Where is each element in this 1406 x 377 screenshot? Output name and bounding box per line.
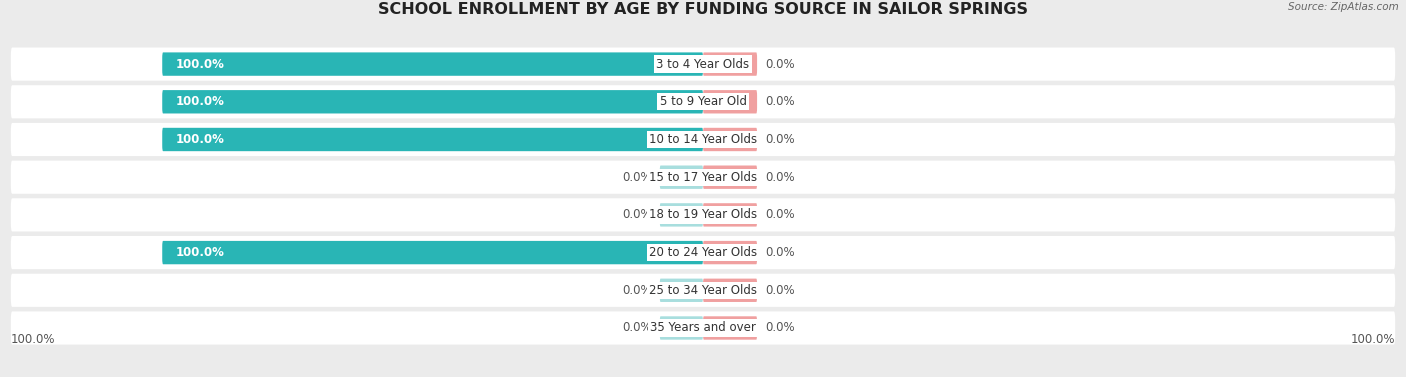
FancyBboxPatch shape bbox=[11, 198, 1395, 231]
Text: 100.0%: 100.0% bbox=[1351, 333, 1395, 346]
FancyBboxPatch shape bbox=[703, 128, 756, 151]
FancyBboxPatch shape bbox=[162, 52, 703, 76]
Text: 0.0%: 0.0% bbox=[765, 208, 794, 221]
FancyBboxPatch shape bbox=[11, 48, 1395, 81]
FancyBboxPatch shape bbox=[659, 203, 703, 227]
FancyBboxPatch shape bbox=[703, 241, 756, 264]
FancyBboxPatch shape bbox=[703, 166, 756, 189]
Text: 0.0%: 0.0% bbox=[765, 246, 794, 259]
FancyBboxPatch shape bbox=[659, 166, 703, 189]
FancyBboxPatch shape bbox=[703, 316, 756, 340]
FancyBboxPatch shape bbox=[162, 128, 703, 151]
Text: 100.0%: 100.0% bbox=[176, 133, 225, 146]
FancyBboxPatch shape bbox=[11, 311, 1395, 345]
Text: 0.0%: 0.0% bbox=[621, 171, 651, 184]
FancyBboxPatch shape bbox=[11, 161, 1395, 194]
Text: 5 to 9 Year Old: 5 to 9 Year Old bbox=[659, 95, 747, 108]
FancyBboxPatch shape bbox=[11, 274, 1395, 307]
Text: 100.0%: 100.0% bbox=[176, 95, 225, 108]
Text: 0.0%: 0.0% bbox=[621, 208, 651, 221]
Text: 0.0%: 0.0% bbox=[765, 133, 794, 146]
Legend: Public School, Private School: Public School, Private School bbox=[592, 373, 814, 377]
Text: Source: ZipAtlas.com: Source: ZipAtlas.com bbox=[1288, 2, 1399, 12]
FancyBboxPatch shape bbox=[11, 85, 1395, 118]
Text: 35 Years and over: 35 Years and over bbox=[650, 322, 756, 334]
Text: 0.0%: 0.0% bbox=[621, 322, 651, 334]
Text: 25 to 34 Year Olds: 25 to 34 Year Olds bbox=[650, 284, 756, 297]
FancyBboxPatch shape bbox=[703, 52, 756, 76]
FancyBboxPatch shape bbox=[659, 279, 703, 302]
Text: 10 to 14 Year Olds: 10 to 14 Year Olds bbox=[650, 133, 756, 146]
Text: 0.0%: 0.0% bbox=[765, 171, 794, 184]
Text: SCHOOL ENROLLMENT BY AGE BY FUNDING SOURCE IN SAILOR SPRINGS: SCHOOL ENROLLMENT BY AGE BY FUNDING SOUR… bbox=[378, 2, 1028, 17]
Text: 100.0%: 100.0% bbox=[176, 246, 225, 259]
Text: 20 to 24 Year Olds: 20 to 24 Year Olds bbox=[650, 246, 756, 259]
Text: 0.0%: 0.0% bbox=[765, 58, 794, 70]
Text: 15 to 17 Year Olds: 15 to 17 Year Olds bbox=[650, 171, 756, 184]
FancyBboxPatch shape bbox=[703, 90, 756, 113]
FancyBboxPatch shape bbox=[162, 90, 703, 113]
Text: 18 to 19 Year Olds: 18 to 19 Year Olds bbox=[650, 208, 756, 221]
Text: 100.0%: 100.0% bbox=[11, 333, 55, 346]
FancyBboxPatch shape bbox=[162, 241, 703, 264]
Text: 3 to 4 Year Olds: 3 to 4 Year Olds bbox=[657, 58, 749, 70]
FancyBboxPatch shape bbox=[659, 316, 703, 340]
Text: 100.0%: 100.0% bbox=[176, 58, 225, 70]
FancyBboxPatch shape bbox=[703, 279, 756, 302]
FancyBboxPatch shape bbox=[703, 203, 756, 227]
Text: 0.0%: 0.0% bbox=[765, 284, 794, 297]
Text: 0.0%: 0.0% bbox=[621, 284, 651, 297]
FancyBboxPatch shape bbox=[11, 123, 1395, 156]
Text: 0.0%: 0.0% bbox=[765, 95, 794, 108]
FancyBboxPatch shape bbox=[11, 236, 1395, 269]
Text: 0.0%: 0.0% bbox=[765, 322, 794, 334]
